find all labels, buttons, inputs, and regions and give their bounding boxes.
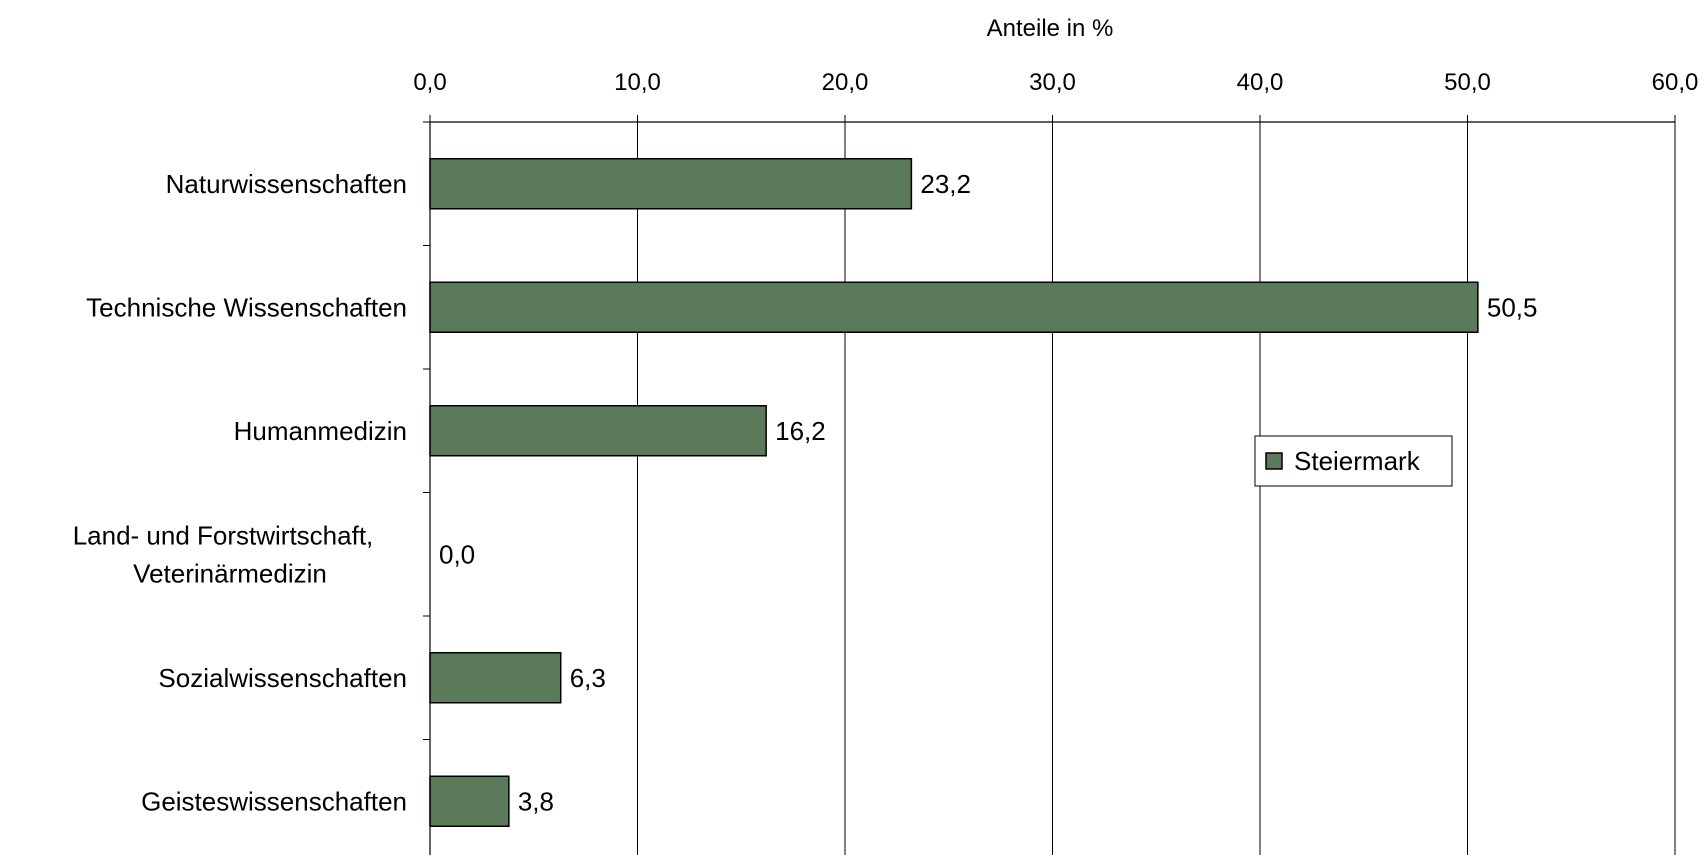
data-label: 16,2 xyxy=(775,416,826,446)
bar xyxy=(429,775,510,827)
category-label: Geisteswissenschaften xyxy=(141,786,407,816)
legend: Steiermark xyxy=(1254,435,1453,487)
bars xyxy=(429,158,1479,827)
data-label: 23,2 xyxy=(920,169,971,199)
data-label: 3,8 xyxy=(518,786,554,816)
category-labels: Naturwissenschaften Technische Wissenscha… xyxy=(73,169,407,817)
x-tick-label: 20,0 xyxy=(822,69,869,96)
data-label: 0,0 xyxy=(439,539,475,569)
legend-label: Steiermark xyxy=(1294,446,1421,476)
x-axis-ticks: 0,0 10,0 20,0 30,0 40,0 50,0 60,0 xyxy=(413,69,1698,122)
gridlines xyxy=(637,122,1676,855)
category-label: Veterinärmedizin xyxy=(133,558,327,588)
axes xyxy=(423,121,1675,855)
bar xyxy=(429,652,562,704)
x-tick-label: 60,0 xyxy=(1652,69,1699,96)
legend-box xyxy=(1254,435,1453,487)
bar xyxy=(429,281,1479,333)
category-label: Sozialwissenschaften xyxy=(158,663,407,693)
category-label: Humanmedizin xyxy=(234,416,407,446)
bar xyxy=(429,158,913,210)
x-tick-label: 0,0 xyxy=(413,69,446,96)
data-label: 50,5 xyxy=(1487,292,1538,322)
bar xyxy=(429,405,767,457)
x-tick-label: 50,0 xyxy=(1444,69,1491,96)
x-tick-label: 30,0 xyxy=(1029,69,1076,96)
legend-swatch xyxy=(1265,452,1283,470)
x-tick-label: 40,0 xyxy=(1237,69,1284,96)
data-label: 6,3 xyxy=(570,663,606,693)
data-labels: 23,2 50,5 16,2 0,0 6,3 3,8 xyxy=(439,169,1537,817)
category-label: Technische Wissenschaften xyxy=(86,292,407,322)
x-axis-title: Anteile in % xyxy=(987,15,1114,42)
x-tick-label: 10,0 xyxy=(614,69,661,96)
category-label: Naturwissenschaften xyxy=(166,169,407,199)
category-label: Land- und Forstwirtschaft, xyxy=(73,520,374,550)
